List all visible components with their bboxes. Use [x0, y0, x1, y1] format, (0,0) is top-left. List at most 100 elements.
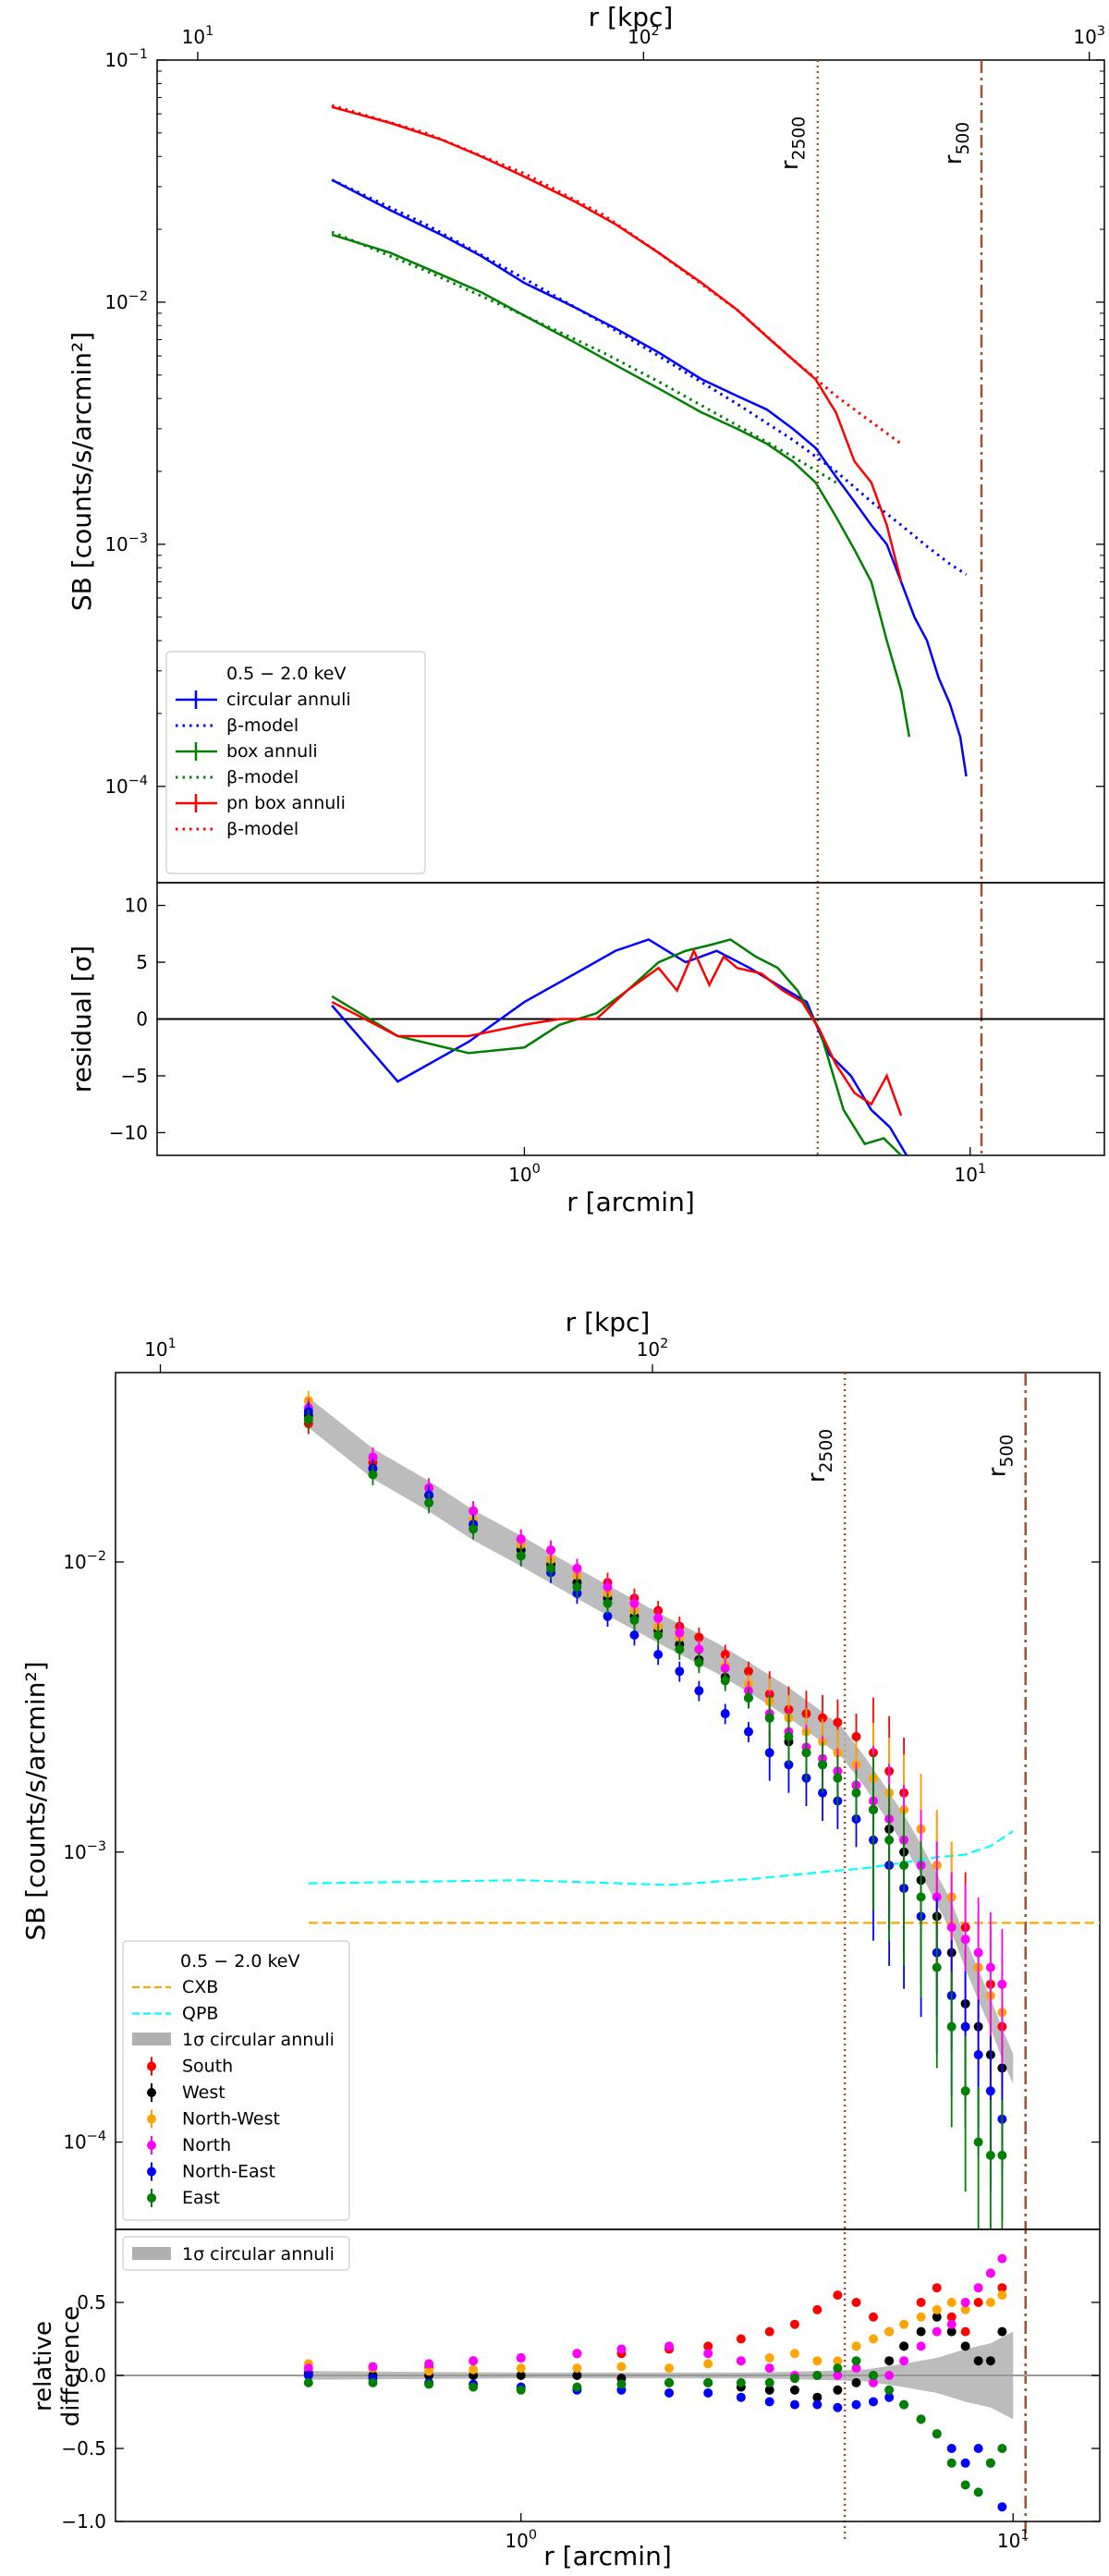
- point-North-East: [960, 2021, 970, 2032]
- reldiff-point-North: [946, 2319, 957, 2329]
- point-East: [764, 1713, 774, 1723]
- reldiff-point-North-West: [812, 2356, 823, 2366]
- reldiff-point-East: [833, 2363, 843, 2374]
- series-box annuli: [331, 233, 911, 738]
- reldiff-point-East: [869, 2371, 879, 2380]
- bottom-legend: 0.5 − 2.0 keV CXB QPB 1σ circular annuli Sou…: [122, 1940, 350, 2221]
- reldiff-point-East: [851, 2356, 861, 2366]
- reldiff-point-South: [946, 2312, 957, 2322]
- legend-label: circular annuli: [226, 690, 351, 710]
- top-axis-label: r [kpc]: [589, 2, 674, 32]
- reldiff-point-North-West: [572, 2363, 582, 2374]
- reldiff-point-North: [664, 2341, 675, 2351]
- reldiff-point-West: [899, 2341, 909, 2351]
- point-East: [516, 1551, 526, 1561]
- vline-label-r500: r500: [940, 122, 973, 165]
- ytick-label: 0.0: [77, 2364, 106, 2387]
- reldiff-point-West: [516, 2371, 526, 2380]
- point-East: [653, 1630, 664, 1640]
- point-North-East: [653, 1649, 664, 1659]
- xtick-label: 100: [505, 2528, 537, 2552]
- legend-label: North: [182, 2135, 231, 2155]
- legend-swatch: [147, 2088, 156, 2097]
- reldiff-point-East: [516, 2385, 526, 2395]
- reldiff-point-West: [973, 2356, 983, 2366]
- point-North-East: [764, 1748, 774, 1758]
- legend-label: QPB: [182, 2004, 218, 2024]
- reldiff-point-South: [997, 2283, 1007, 2293]
- reldiff-point-North-West: [932, 2304, 942, 2314]
- legend-title: 0.5 − 2.0 keV: [226, 664, 346, 684]
- reldiff-point-North: [960, 2298, 970, 2307]
- ytick-label: −10: [109, 1121, 148, 1143]
- reldiff-point-South: [833, 2290, 843, 2301]
- sigma-band: [308, 1397, 1014, 2084]
- legend-swatch: [147, 2114, 156, 2124]
- reldiff-point-East: [916, 2414, 926, 2424]
- point-North-East: [694, 1686, 704, 1696]
- legend-frame: [122, 1940, 350, 2221]
- reldiff-point-East: [572, 2382, 582, 2392]
- x-axis-label: r [arcmin]: [543, 2541, 672, 2571]
- point-North-East: [603, 1611, 613, 1621]
- series-β-model (box): [331, 230, 837, 484]
- reldiff-point-North: [469, 2356, 479, 2366]
- ytick-label: 10−3: [104, 531, 148, 555]
- reldiff-point-East: [960, 2480, 970, 2490]
- reldiff-point-North: [424, 2359, 434, 2369]
- reldiff-point-East: [616, 2379, 627, 2389]
- reldiff-point-North-East: [946, 2444, 957, 2453]
- point-East: [603, 1598, 613, 1608]
- point-North-East: [675, 1666, 685, 1677]
- reldiff-point-East: [703, 2377, 713, 2387]
- reldiff-point-North-West: [703, 2359, 713, 2369]
- reldiff-point-South: [960, 2326, 970, 2337]
- reldiff-point-North-East: [664, 2387, 675, 2398]
- point-North: [675, 1628, 685, 1638]
- reldiff-point-North: [869, 2377, 879, 2387]
- reldiff-point-West: [932, 2312, 942, 2322]
- reldiff-point-North: [997, 2253, 1007, 2264]
- reldiff-point-North: [985, 2268, 995, 2278]
- reldiff-point-North: [932, 2326, 942, 2337]
- point-East: [546, 1563, 556, 1573]
- reldiff-point-East: [884, 2385, 895, 2395]
- point-North: [653, 1613, 664, 1623]
- reldiff-point-South: [812, 2304, 823, 2314]
- bottom-reldiff-panel: 0.5 0.0 −0.5 −1.0 100 101 1σ circular annuli re…: [30, 2228, 1101, 2571]
- reldiff-point-South: [932, 2283, 942, 2293]
- legend-label: β-model: [226, 767, 299, 787]
- reldiff-point-South: [764, 2326, 774, 2337]
- legend-swatch: [147, 2061, 156, 2071]
- y-axis-label: residual [σ]: [67, 946, 97, 1093]
- reldiff-point-West: [884, 2356, 895, 2366]
- reldiff-point-East: [899, 2399, 909, 2410]
- point-East: [694, 1657, 704, 1667]
- reldiff-point-East: [368, 2377, 378, 2387]
- point-North: [946, 1923, 957, 1933]
- point-North: [546, 1544, 556, 1555]
- reldiff-point-North: [851, 2363, 861, 2374]
- point-East: [801, 1748, 811, 1758]
- point-East: [851, 1788, 861, 1798]
- reldiff-point-East: [789, 2374, 799, 2384]
- reldiff-point-South: [869, 2312, 879, 2322]
- point-North: [572, 1563, 582, 1573]
- reldiff-point-South: [789, 2319, 799, 2329]
- reldiff-point-East: [997, 2444, 1007, 2453]
- reldiff-point-South: [851, 2298, 861, 2307]
- legend-swatch: [147, 2193, 156, 2203]
- point-North: [368, 1452, 378, 1462]
- reldiff-point-North-East: [884, 2392, 895, 2402]
- point-East: [833, 1773, 843, 1783]
- reldiff-point-North-East: [789, 2399, 799, 2410]
- reldiff-point-West: [572, 2371, 582, 2380]
- point-East: [916, 1892, 926, 1902]
- reldiff-point-North: [616, 2344, 627, 2354]
- reldiff-point-North-West: [833, 2356, 843, 2366]
- reldiff-point-North: [572, 2349, 582, 2359]
- reldiff-point-North-East: [736, 2392, 746, 2402]
- legend-label: CXB: [182, 1977, 218, 1997]
- reldiff-point-North: [973, 2283, 983, 2293]
- y-axis-label: SB [counts/s/arcmin²]: [20, 1661, 51, 1940]
